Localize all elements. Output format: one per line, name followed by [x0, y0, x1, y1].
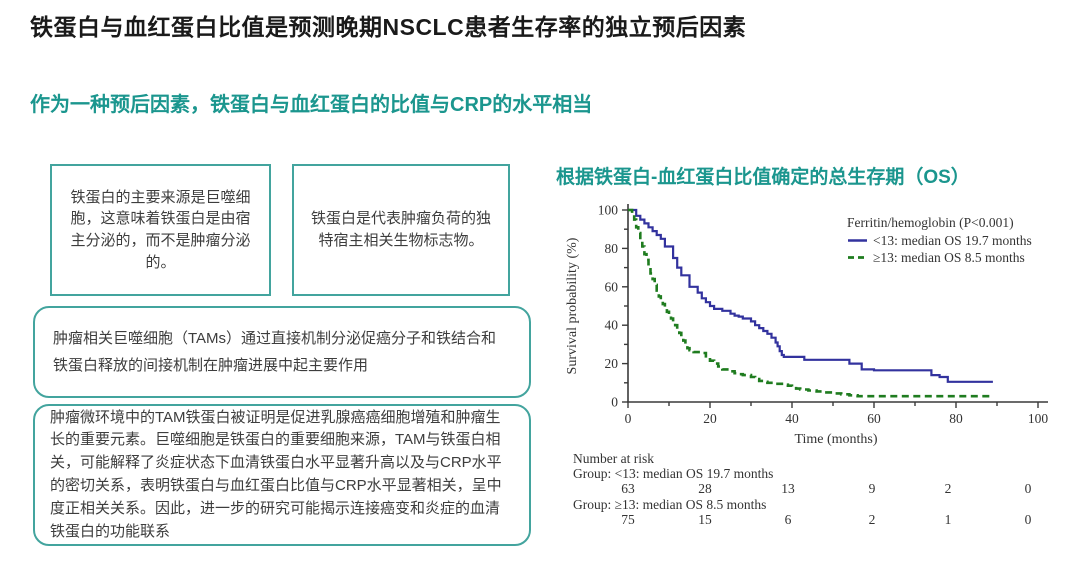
info-box-biomarker: 铁蛋白是代表肿瘤负荷的独特宿主相关生物标志物。 — [292, 164, 510, 296]
legend-title: Ferritin/hemoglobin (P<0.001) — [847, 215, 1014, 230]
chart-title: 根据铁蛋白-血红蛋白比值确定的总生存期（OS） — [556, 167, 970, 188]
info-box-tam-ferritin-crp: 肿瘤微环境中的TAM铁蛋白被证明是促进乳腺癌癌细胞增殖和肿瘤生长的重要元素。巨噬… — [33, 404, 531, 546]
tick-label: 40 — [785, 411, 799, 426]
y-axis-label: Survival probability (%) — [565, 237, 580, 374]
tick-label: 0 — [611, 395, 618, 410]
y-ticks: 0 20 40 60 80 100 — [598, 203, 628, 410]
risk-count: 6 — [785, 512, 792, 527]
info-box-ferritin-source: 铁蛋白的主要来源是巨噬细胞，这意味着铁蛋白是由宿主分泌的，而不是肿瘤分泌的。 — [50, 164, 271, 296]
risk-count: 9 — [869, 481, 876, 496]
risk-group-label-lt13: Group: <13: median OS 19.7 months — [573, 466, 773, 481]
tick-label: 20 — [605, 356, 619, 371]
risk-count: 63 — [621, 481, 635, 496]
risk-group-label-ge13: Group: ≥13: median OS 8.5 months — [573, 497, 766, 512]
risk-count: 1 — [945, 512, 952, 527]
tick-label: 60 — [605, 279, 619, 294]
risk-count: 75 — [621, 512, 635, 527]
info-box-tam-ferritin-crp-text: 肿瘤微环境中的TAM铁蛋白被证明是促进乳腺癌癌细胞增殖和肿瘤生长的重要元素。巨噬… — [50, 408, 502, 540]
info-box-tams-mechanism-text: 肿瘤相关巨噬细胞（TAMs）通过直接机制分泌促癌分子和铁结合和铁蛋白释放的间接机… — [53, 330, 497, 374]
number-at-risk-heading: Number at risk — [573, 451, 654, 466]
km-curve-lt13 — [628, 208, 993, 383]
info-box-biomarker-text: 铁蛋白是代表肿瘤负荷的独特宿主相关生物标志物。 — [310, 210, 491, 249]
info-box-tams-mechanism: 肿瘤相关巨噬细胞（TAMs）通过直接机制分泌促癌分子和铁结合和铁蛋白释放的间接机… — [33, 306, 531, 398]
risk-count: 15 — [698, 512, 712, 527]
tick-label: 60 — [867, 411, 881, 426]
km-curve-ge13 — [628, 208, 993, 398]
tick-label: 0 — [625, 411, 632, 426]
risk-count: 0 — [1025, 481, 1032, 496]
tick-label: 20 — [703, 411, 717, 426]
tick-label: 100 — [1028, 411, 1049, 426]
info-box-ferritin-source-text: 铁蛋白的主要来源是巨噬细胞，这意味着铁蛋白是由宿主分泌的，而不是肿瘤分泌的。 — [70, 188, 251, 271]
axes — [627, 204, 1048, 403]
chart-legend: Ferritin/hemoglobin (P<0.001) <13: media… — [847, 215, 1032, 265]
x-ticks: 0 20 40 60 80 100 — [625, 402, 1049, 426]
legend-label-ge13: ≥13: median OS 8.5 months — [873, 250, 1025, 265]
risk-count: 2 — [945, 481, 952, 496]
risk-count: 13 — [781, 481, 795, 496]
risk-count: 0 — [1025, 512, 1032, 527]
page-subtitle: 作为一种预后因素，铁蛋白与血红蛋白的比值与CRP的水平相当 — [30, 94, 593, 116]
risk-count: 2 — [869, 512, 876, 527]
legend-label-lt13: <13: median OS 19.7 months — [873, 233, 1032, 248]
tick-label: 40 — [605, 318, 619, 333]
tick-label: 80 — [949, 411, 963, 426]
page-title: 铁蛋白与血红蛋白比值是预测晚期NSCLC患者生存率的独立预后因素 — [30, 14, 747, 40]
number-at-risk: Number at risk Group: <13: median OS 19.… — [573, 451, 1032, 527]
tick-label: 80 — [605, 241, 619, 256]
tick-label: 100 — [598, 203, 619, 218]
x-axis-label: Time (months) — [794, 432, 877, 447]
risk-row-ge13: 75 15 6 2 1 0 — [621, 512, 1031, 527]
risk-count: 28 — [698, 481, 712, 496]
risk-row-lt13: 63 28 13 9 2 0 — [621, 481, 1031, 496]
